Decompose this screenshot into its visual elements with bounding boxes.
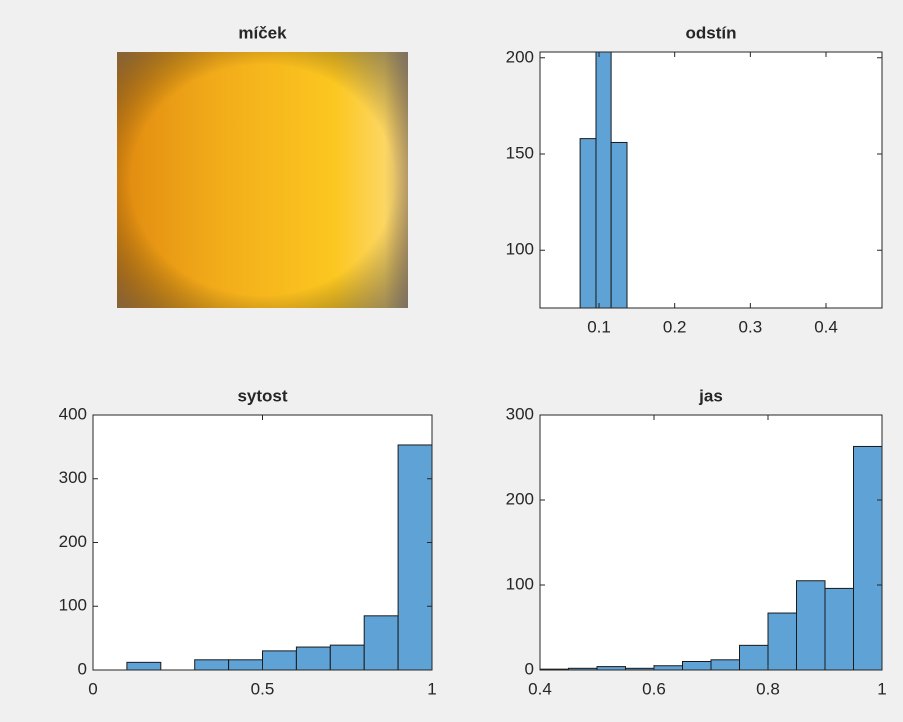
bar <box>329 644 365 670</box>
y-tick-label: 300 <box>506 404 534 423</box>
y-tick-label: 150 <box>506 143 534 162</box>
bar <box>710 659 740 670</box>
bar <box>824 587 854 670</box>
chart-title: sytost <box>237 386 287 405</box>
y-tick-label: 200 <box>506 47 534 66</box>
bars <box>126 444 432 670</box>
x-tick-label: 0.5 <box>251 679 275 698</box>
x-tick-label: 0.2 <box>663 317 687 336</box>
bar <box>596 666 626 670</box>
y-tick-label: 200 <box>506 489 534 508</box>
bar <box>363 615 399 670</box>
bar <box>262 650 297 670</box>
bar <box>295 646 331 670</box>
bar <box>767 612 797 670</box>
bar <box>579 138 597 308</box>
x-tick-label: 0.4 <box>814 317 838 336</box>
y-tick-label: 400 <box>59 404 87 423</box>
bar <box>194 659 230 670</box>
axes-box <box>539 51 883 309</box>
y-tick-label: 100 <box>59 596 87 615</box>
bar <box>595 52 612 308</box>
y-tick-label: 0 <box>78 659 87 678</box>
y-tick-label: 300 <box>59 468 87 487</box>
x-tick-label: 0.4 <box>528 679 552 698</box>
x-tick-label: 1 <box>877 679 886 698</box>
y-tick-label: 200 <box>59 532 87 551</box>
bar <box>397 444 432 670</box>
chart-title: odstín <box>686 23 737 42</box>
x-tick-label: 0.1 <box>587 317 611 336</box>
bar <box>126 661 162 670</box>
bar <box>228 659 264 670</box>
bar <box>739 644 769 670</box>
x-tick-label: 0.3 <box>739 317 763 336</box>
y-tick-label: 100 <box>506 240 534 259</box>
x-tick-label: 1 <box>427 679 436 698</box>
image <box>117 52 408 308</box>
axes-box <box>539 414 883 671</box>
bar <box>653 665 683 670</box>
x-tick-label: 0.8 <box>756 679 780 698</box>
chart-title: jas <box>698 386 723 405</box>
chart-title: míček <box>238 23 287 42</box>
bar <box>610 141 628 308</box>
y-tick-label: 100 <box>506 574 534 593</box>
x-tick-label: 0 <box>88 679 97 698</box>
bars <box>540 445 882 670</box>
ball-shade <box>117 52 408 308</box>
bar <box>796 580 826 670</box>
y-tick-label: 0 <box>525 659 534 678</box>
bar <box>682 661 712 670</box>
x-tick-label: 0.6 <box>642 679 666 698</box>
bar <box>853 445 882 670</box>
